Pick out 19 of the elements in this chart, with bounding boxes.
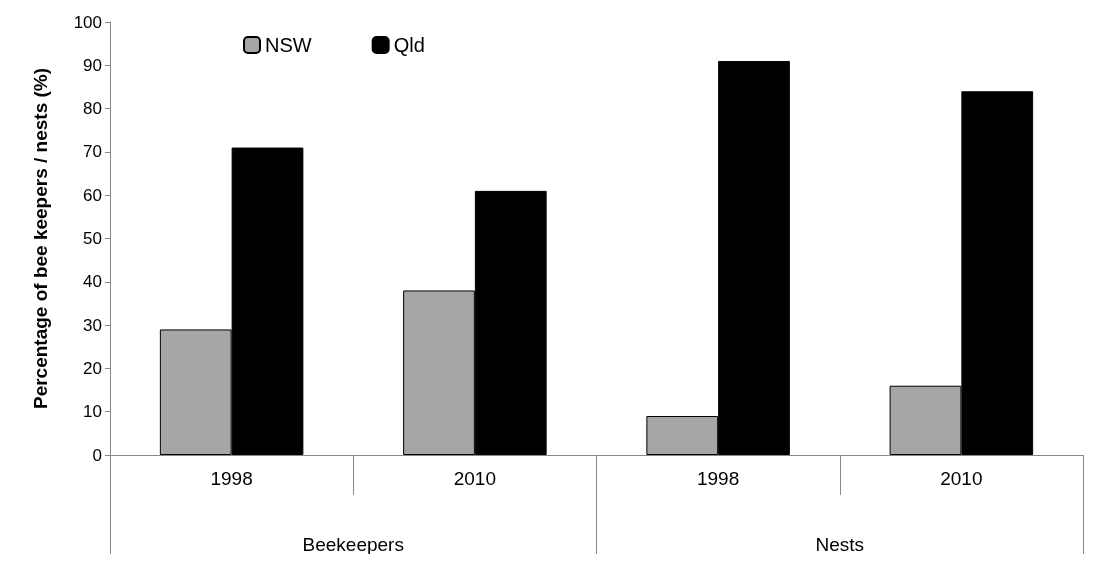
y-tick-label: 100 <box>73 12 102 32</box>
x-tick-label: 2010 <box>453 468 497 489</box>
y-tick-label: 30 <box>83 315 102 335</box>
y-tick-label: 50 <box>83 229 102 248</box>
y-tick-label: 0 <box>92 445 102 465</box>
y-tick-label: 20 <box>83 358 102 378</box>
x-tick-label: 2010 <box>940 468 983 489</box>
legend-label: Qld <box>393 34 425 56</box>
y-tick-label: 70 <box>83 142 102 162</box>
x-tick-label: 1998 <box>696 468 740 489</box>
y-tick-label: 10 <box>83 402 102 422</box>
y-axis-title: Percentage of bee keepers / nests (%) <box>30 67 51 410</box>
text: Nests <box>815 534 865 555</box>
legend-label: NSW <box>265 34 312 56</box>
x-tick-label: 1998 <box>210 468 253 489</box>
y-tick-label: 40 <box>83 272 102 292</box>
y-tick-label: 60 <box>83 185 102 205</box>
y-tick-label: 90 <box>83 55 102 75</box>
y-tick-label: 80 <box>83 99 102 119</box>
